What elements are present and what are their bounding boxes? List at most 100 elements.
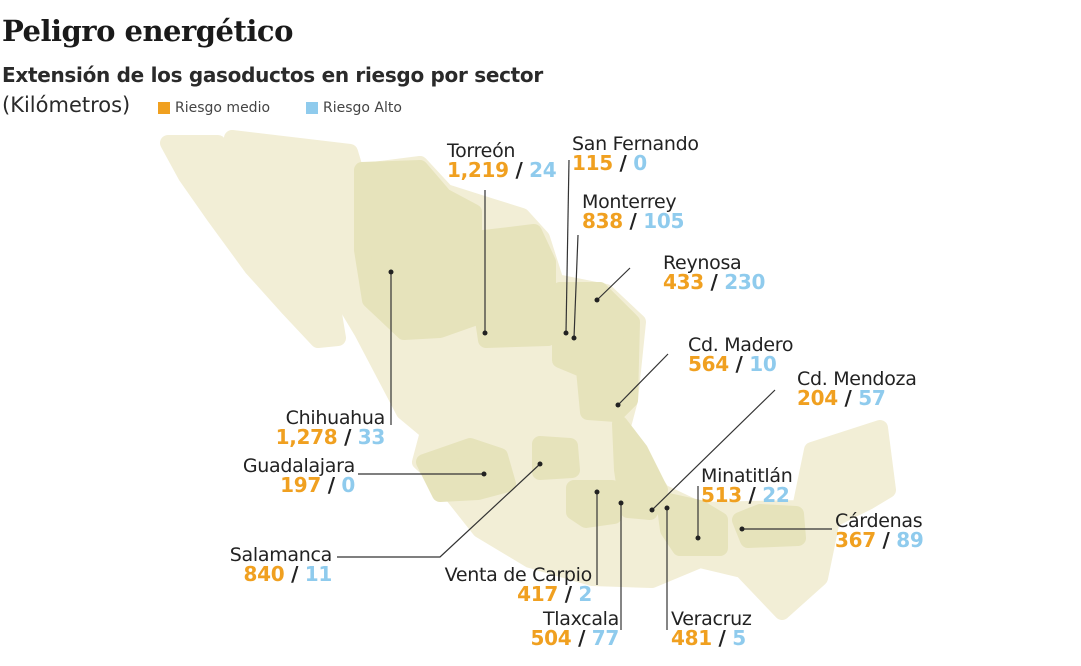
- chart-subtitle: Extensión de los gasoductos en riesgo po…: [2, 63, 543, 87]
- chihuahua-sector: [354, 160, 482, 340]
- label-cd-mendoza: Cd. Mendoza 204 / 57: [797, 368, 917, 410]
- sector-name: Monterrey: [582, 191, 677, 213]
- separator: /: [718, 626, 726, 650]
- value-medio: 481: [671, 626, 712, 650]
- value-medio: 564: [688, 352, 729, 376]
- label-salamanca: Salamanca 840 / 11: [229, 544, 333, 586]
- legend-swatch-alto: [306, 102, 318, 114]
- sector-values: 513 / 22: [701, 483, 793, 507]
- sector-values: 367 / 89: [835, 528, 924, 552]
- legend-swatch-medio: [158, 102, 170, 114]
- leader-line-reynosa: [596, 267, 631, 301]
- leader-line-cd-madero: [617, 353, 669, 406]
- sector-values: 115 / 0: [572, 151, 699, 175]
- leader-line-salamanca: [337, 463, 541, 558]
- sector-name: Tlaxcala: [542, 608, 619, 630]
- separator: /: [629, 209, 637, 233]
- value-alto: 0: [633, 151, 647, 175]
- sector-values: 204 / 57: [797, 386, 917, 410]
- legend-label: Riesgo Alto: [323, 100, 402, 116]
- unit-label: (Kilómetros): [2, 93, 131, 117]
- value-medio: 115: [572, 151, 613, 175]
- legend-item-riesgo-alto: Riesgo Alto: [306, 100, 402, 116]
- sector-name: Reynosa: [663, 252, 742, 274]
- value-alto: 2: [578, 582, 592, 606]
- label-tlaxcala: Tlaxcala 504 / 77: [530, 608, 620, 650]
- dot-salamanca: [537, 461, 543, 467]
- dot-cd-mendoza: [649, 507, 655, 513]
- separator: /: [748, 483, 756, 507]
- sector-values: 838 / 105: [582, 209, 685, 233]
- label-reynosa: Reynosa 433 / 230: [663, 252, 765, 294]
- sector-values: 197 / 0: [243, 473, 355, 497]
- minatitlan-sector: [656, 492, 728, 556]
- leader-line-san-fernando: [565, 159, 570, 334]
- value-medio: 838: [582, 209, 623, 233]
- label-monterrey: Monterrey 838 / 105: [582, 191, 685, 233]
- sector-values: 564 / 10: [688, 352, 793, 376]
- value-alto: 24: [529, 158, 557, 182]
- sector-dots: [388, 269, 745, 541]
- sector-values: 1,278 / 33: [275, 425, 386, 449]
- label-cd-madero: Cd. Madero 564 / 10: [688, 334, 794, 376]
- sector-name: Cd. Madero: [688, 334, 794, 356]
- separator: /: [291, 562, 299, 586]
- sector-values: 504 / 77: [530, 626, 620, 650]
- dot-chihuahua: [388, 269, 394, 275]
- sector-name: Minatitlán: [701, 465, 793, 487]
- sector-name: Torreón: [447, 140, 516, 162]
- sector-name: Guadalajara: [242, 455, 355, 477]
- value-alto: 89: [896, 528, 924, 552]
- separator: /: [327, 473, 335, 497]
- separator: /: [344, 425, 352, 449]
- dot-reynosa: [594, 297, 600, 303]
- dot-cardenas: [739, 526, 745, 532]
- label-chihuahua: Chihuahua 1,278 / 33: [275, 409, 386, 449]
- label-san-fernando: San Fernando 115 / 0: [572, 133, 699, 175]
- value-alto: 10: [749, 352, 777, 376]
- value-medio: 367: [835, 528, 876, 552]
- sector-values: 433 / 230: [663, 270, 765, 294]
- dot-minatitlan: [695, 535, 701, 541]
- guadalajara-sector: [416, 438, 516, 502]
- sector-name: Cd. Mendoza: [797, 368, 917, 390]
- value-alto: 5: [732, 626, 746, 650]
- separator: /: [564, 582, 572, 606]
- sector-name: Venta de Carpio: [444, 564, 593, 586]
- dot-monterrey: [571, 335, 577, 341]
- separator: /: [515, 158, 523, 182]
- value-medio: 1,278: [275, 425, 338, 449]
- sector-name: San Fernando: [572, 133, 699, 155]
- leader-line-cd-mendoza: [651, 389, 776, 511]
- venta-de-carpio-sector: [566, 480, 622, 528]
- value-medio: 204: [797, 386, 838, 410]
- label-cardenas: Cárdenas 367 / 89: [835, 512, 924, 552]
- torreon-sector: [472, 224, 556, 348]
- leader-line-monterrey: [573, 234, 579, 339]
- value-alto: 57: [858, 386, 886, 410]
- value-alto: 33: [357, 425, 386, 449]
- leader-lines: [337, 159, 832, 630]
- value-alto: 0: [341, 473, 355, 497]
- chart-title: Peligro energético: [2, 14, 293, 48]
- value-alto: 11: [304, 562, 333, 586]
- sector-values: 417 / 2: [445, 582, 592, 606]
- dot-guadalajara: [481, 471, 487, 477]
- dot-venta-de-carpio: [594, 489, 600, 495]
- separator: /: [735, 352, 743, 376]
- sector-name: Salamanca: [229, 544, 333, 566]
- value-medio: 417: [517, 582, 559, 606]
- gulf-sector: [612, 416, 668, 520]
- separator: /: [710, 270, 718, 294]
- salamanca-sector: [532, 436, 580, 480]
- cardenas-sector: [732, 504, 806, 548]
- value-alto: 105: [643, 209, 685, 233]
- dot-veracruz: [664, 505, 670, 511]
- value-medio: 433: [663, 270, 704, 294]
- value-alto: 22: [762, 483, 790, 507]
- value-alto: 77: [591, 626, 620, 650]
- sector-values: 840 / 11: [230, 562, 333, 586]
- value-medio: 504: [530, 626, 572, 650]
- label-venta-de-carpio: Venta de Carpio 417 / 2: [444, 564, 593, 606]
